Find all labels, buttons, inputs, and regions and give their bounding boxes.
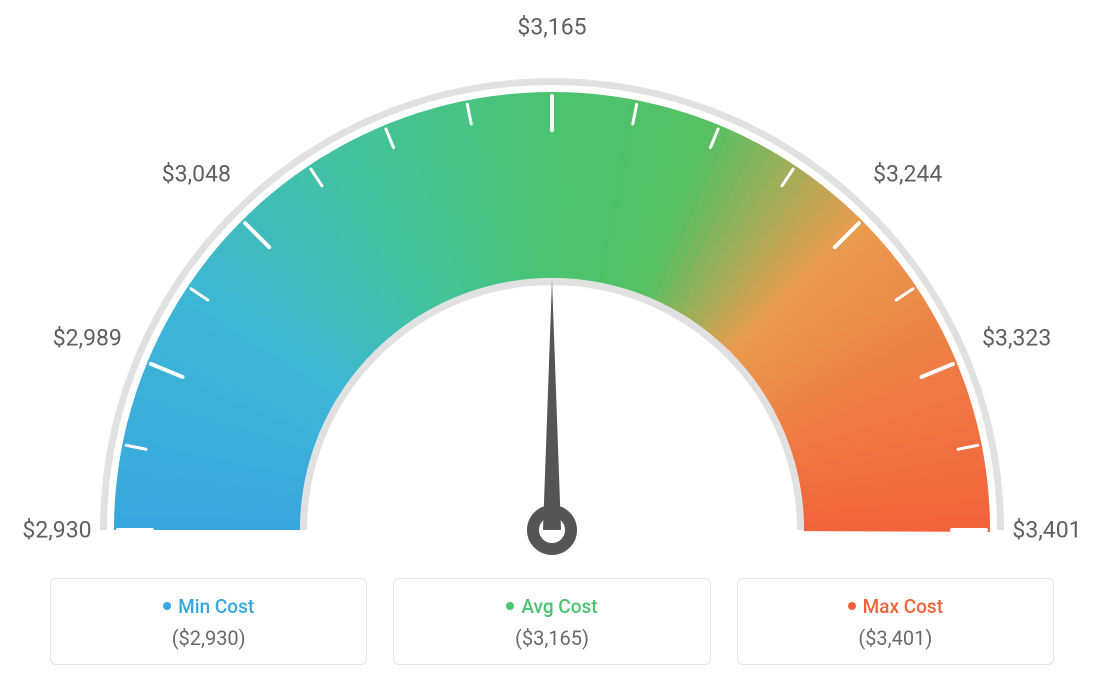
gauge-tick-label: $3,323 [982,324,1051,351]
legend-value: ($3,165) [404,626,699,650]
legend-row: Min Cost ($2,930) Avg Cost ($3,165) Max Cost… [50,578,1054,665]
legend-dot-icon [848,602,856,610]
gauge-tick-label: $3,244 [873,161,942,188]
gauge-tick-label: $2,989 [53,324,122,351]
legend-label: Avg Cost [521,595,597,618]
legend-dot-icon [163,602,171,610]
legend-value: ($2,930) [61,626,356,650]
legend-title: Max Cost [748,595,1043,618]
gauge-tick-label: $2,930 [22,517,91,544]
gauge-chart: $2,930 $2,989 $3,048 $3,165 $3,244 $3,323 $3,4… [0,0,1104,560]
legend-card-avg-cost: Avg Cost ($3,165) [393,578,710,665]
gauge-svg [0,0,1104,560]
legend-title: Avg Cost [404,595,699,618]
legend-dot-icon [506,602,514,610]
legend-label: Max Cost [863,595,943,618]
gauge-tick-label: $3,048 [162,161,231,188]
legend-card-min-cost: Min Cost ($2,930) [50,578,367,665]
legend-value: ($3,401) [748,626,1043,650]
legend-label: Min Cost [178,595,254,618]
legend-card-max-cost: Max Cost ($3,401) [737,578,1054,665]
gauge-tick-label: $3,401 [1012,517,1081,544]
legend-title: Min Cost [61,595,356,618]
gauge-tick-label: $3,165 [517,14,586,41]
